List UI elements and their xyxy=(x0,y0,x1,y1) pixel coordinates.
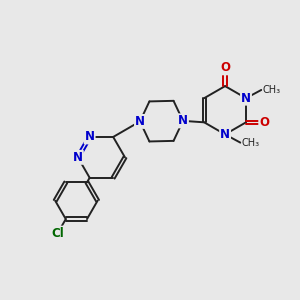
Text: N: N xyxy=(241,92,251,105)
Text: O: O xyxy=(259,116,269,129)
Text: N: N xyxy=(135,115,145,128)
Text: N: N xyxy=(73,151,83,164)
Text: O: O xyxy=(220,61,230,74)
Text: CH₃: CH₃ xyxy=(242,138,260,148)
Text: N: N xyxy=(178,114,188,127)
Text: Cl: Cl xyxy=(51,226,64,240)
Text: N: N xyxy=(220,128,230,141)
Text: N: N xyxy=(85,130,94,143)
Text: CH₃: CH₃ xyxy=(263,85,281,95)
